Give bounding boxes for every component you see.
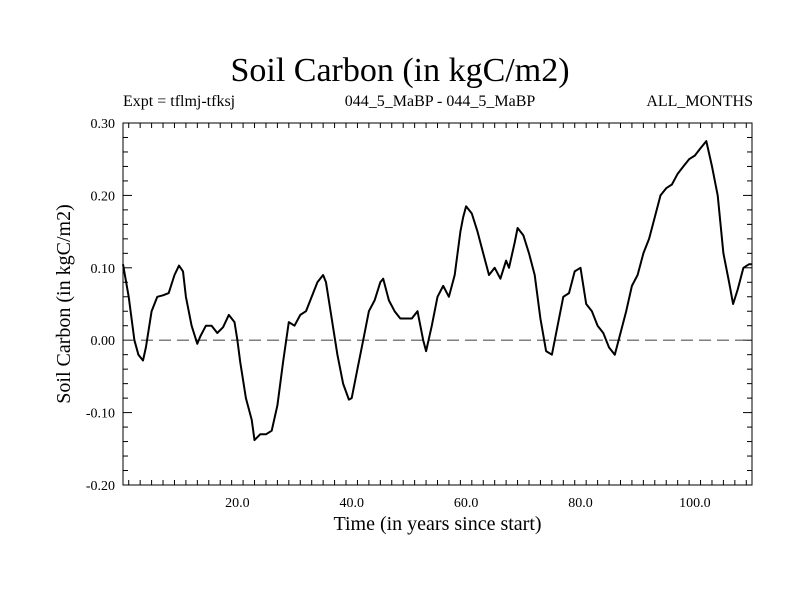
x-axis-label: Time (in years since start) [333,513,541,535]
y-tick-label: 0.10 [91,262,116,277]
y-tick-label: 0.30 [91,117,116,132]
y-tick-label: -0.10 [86,407,115,422]
x-tick-label: 100.0 [679,496,711,511]
tick-labels: 20.0 40.0 60.0 80.0 100.0 -0.20 -0.10 0.00 0.10 0… [86,117,711,511]
x-tick-label: 80.0 [568,496,593,511]
y-tick-label: 0.20 [91,189,116,204]
experiment-label: Expt = tflmj-tfksj [123,93,236,110]
tick-marks [123,122,752,486]
plot-frame [122,122,753,486]
series-line-soil-carbon [122,140,752,442]
y-tick-label: 0.00 [91,334,116,349]
y-axis-label: Soil Carbon (in kgC/m2) [53,204,75,403]
comparison-label: 044_5_MaBP - 044_5_MaBP [344,93,536,110]
x-tick-label: 60.0 [454,496,479,511]
x-tick-label: 40.0 [339,496,364,511]
y-tick-label: -0.20 [86,479,115,494]
x-tick-label: 20.0 [225,496,250,511]
period-label: ALL_MONTHS [646,93,753,110]
chart-title: Soil Carbon (in kgC/m2) [230,52,570,89]
